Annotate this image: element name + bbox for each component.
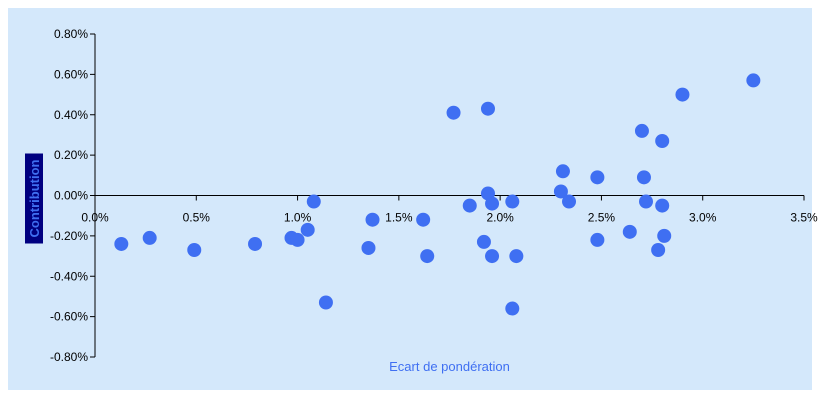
y-axis-title-group: Contribution xyxy=(25,153,43,244)
data-point xyxy=(114,236,129,251)
y-tick-label: 0.20% xyxy=(54,148,88,162)
data-point xyxy=(651,243,666,258)
data-point xyxy=(365,212,380,227)
data-point xyxy=(746,73,761,88)
data-point xyxy=(142,230,157,245)
data-point xyxy=(361,240,376,255)
data-point xyxy=(509,249,524,264)
data-point xyxy=(446,105,461,120)
y-tick-label: -0.60% xyxy=(50,310,88,324)
data-point xyxy=(420,249,435,264)
data-point xyxy=(505,301,520,316)
data-point xyxy=(553,184,568,199)
plot-area-background xyxy=(8,8,812,390)
data-point xyxy=(416,212,431,227)
y-axis-title: Contribution xyxy=(27,159,42,237)
data-point xyxy=(485,196,500,211)
data-point xyxy=(462,198,477,213)
y-tick-label: 0.00% xyxy=(54,189,88,203)
y-tick-label: -0.20% xyxy=(50,229,88,243)
data-point xyxy=(485,249,500,264)
data-point xyxy=(655,198,670,213)
data-points xyxy=(114,73,761,316)
data-point xyxy=(675,87,690,102)
data-point xyxy=(290,232,305,247)
x-tick-label: 2.0% xyxy=(486,211,514,225)
data-point xyxy=(480,101,495,116)
x-tick-label: 0.5% xyxy=(183,211,211,225)
data-point xyxy=(300,222,315,237)
data-point xyxy=(187,243,202,258)
x-ticks: 0.0% 0.5% 1.0% 1.5% 2.0% 2.5% 3.0% 3.5% xyxy=(81,195,818,225)
data-point xyxy=(655,133,670,148)
y-ticks: 0.80% 0.60% 0.40% 0.20% 0.00% -0.20% -0.40% -0.… xyxy=(50,27,95,364)
x-tick-label: 3.5% xyxy=(790,211,818,225)
x-tick-label: 1.0% xyxy=(284,211,312,225)
y-axis-title-background xyxy=(25,153,43,244)
x-tick-label: 2.5% xyxy=(588,211,616,225)
data-point xyxy=(306,194,321,209)
data-point xyxy=(318,295,333,310)
data-point xyxy=(562,194,577,209)
x-tick-label: 1.5% xyxy=(385,211,413,225)
data-point xyxy=(590,232,605,247)
data-point xyxy=(505,194,520,209)
data-point xyxy=(248,236,263,251)
data-point xyxy=(657,228,672,243)
data-point xyxy=(622,224,637,239)
y-tick-label: 0.80% xyxy=(54,27,88,41)
data-point xyxy=(634,123,649,138)
data-point xyxy=(636,170,651,185)
x-tick-label: 3.0% xyxy=(689,211,717,225)
data-point xyxy=(476,234,491,249)
y-tick-label: 0.40% xyxy=(54,108,88,122)
x-tick-label: 0.0% xyxy=(81,211,109,225)
data-point xyxy=(555,164,570,179)
data-point xyxy=(590,170,605,185)
y-tick-label: -0.80% xyxy=(50,350,88,364)
x-axis-title: Ecart de pondération xyxy=(389,359,510,374)
data-point xyxy=(638,194,653,209)
y-tick-label: -0.40% xyxy=(50,269,88,283)
y-tick-label: 0.60% xyxy=(54,67,88,81)
